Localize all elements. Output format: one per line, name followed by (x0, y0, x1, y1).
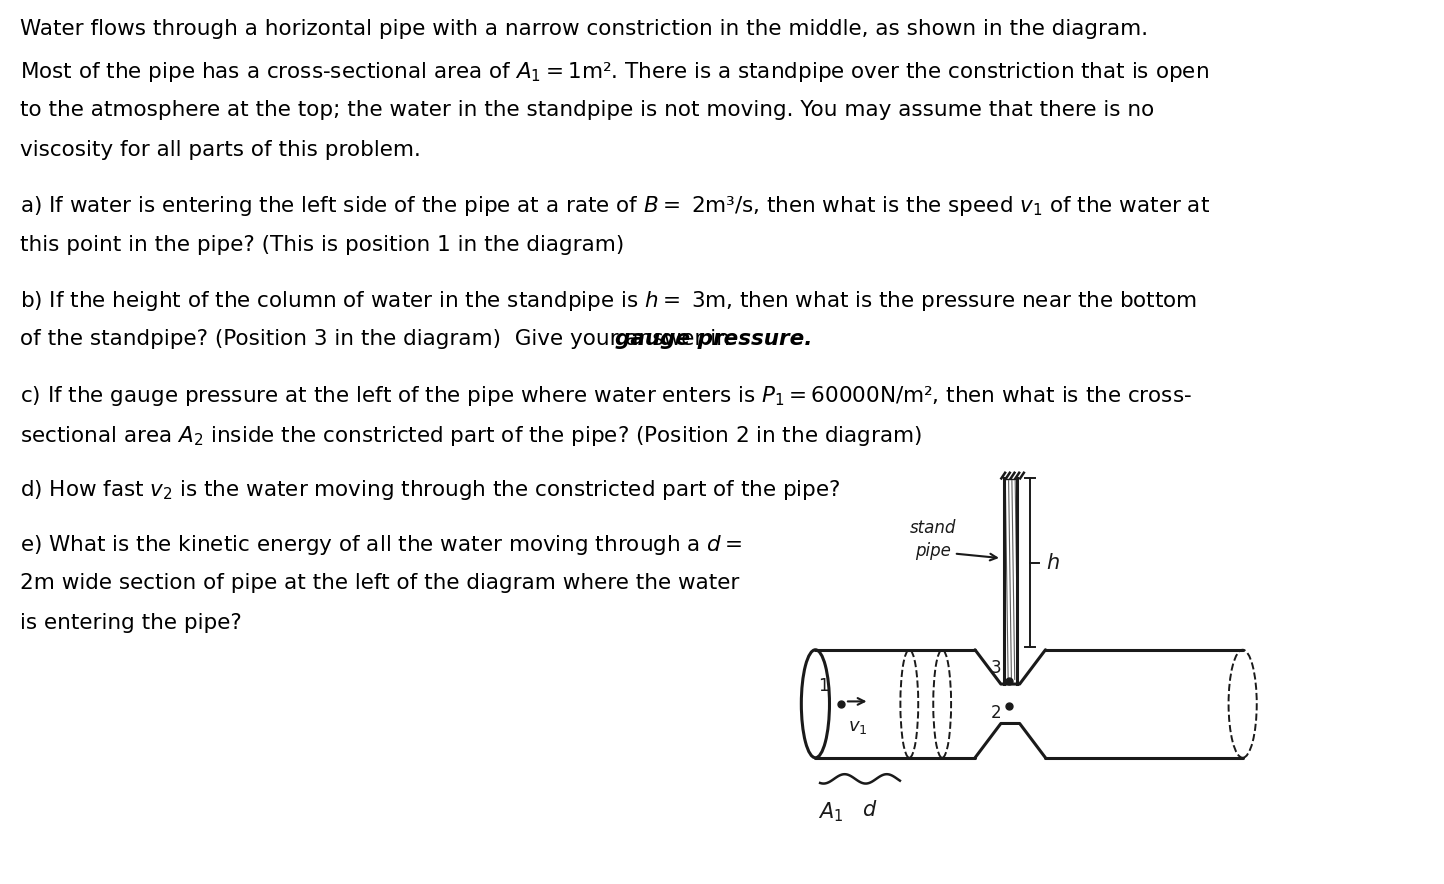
Text: $v_1$: $v_1$ (848, 718, 868, 735)
Text: 3: 3 (991, 659, 1001, 677)
Text: e) What is the kinetic energy of all the water moving through a $d=$: e) What is the kinetic energy of all the… (20, 532, 742, 557)
Text: sectional area $A_2$ inside the constricted part of the pipe? (Position 2 in the: sectional area $A_2$ inside the constric… (20, 423, 923, 448)
Text: Water flows through a horizontal pipe with a narrow constriction in the middle, : Water flows through a horizontal pipe wi… (20, 19, 1148, 40)
Text: to the atmosphere at the top; the water in the standpipe is not moving. You may : to the atmosphere at the top; the water … (20, 100, 1154, 120)
Text: $A_1$: $A_1$ (817, 800, 843, 824)
Text: viscosity for all parts of this problem.: viscosity for all parts of this problem. (20, 140, 422, 160)
Text: 2: 2 (991, 704, 1001, 721)
Text: d) How fast $v_2$ is the water moving through the constricted part of the pipe?: d) How fast $v_2$ is the water moving th… (20, 478, 840, 502)
Text: is entering the pipe?: is entering the pipe? (20, 613, 243, 633)
Text: $h$: $h$ (1047, 552, 1060, 573)
Text: b) If the height of the column of water in the standpipe is $h=$ 3m, then what i: b) If the height of the column of water … (20, 289, 1197, 313)
Text: Most of the pipe has a cross-sectional area of $A_1 = 1$m². There is a standpipe: Most of the pipe has a cross-sectional a… (20, 59, 1209, 84)
Text: this point in the pipe? (This is position 1 in the diagram): this point in the pipe? (This is positio… (20, 234, 624, 255)
Text: 1: 1 (819, 677, 829, 696)
Text: 2m wide section of pipe at the left of the diagram where the water: 2m wide section of pipe at the left of t… (20, 573, 739, 593)
Text: $d$: $d$ (862, 800, 878, 820)
Text: stand
pipe: stand pipe (910, 519, 956, 560)
Text: a) If water is entering the left side of the pipe at a rate of $B=$ 2m³/s, then : a) If water is entering the left side of… (20, 194, 1210, 218)
Text: gauge pressure.: gauge pressure. (615, 329, 813, 349)
Text: c) If the gauge pressure at the left of the pipe where water enters is $P_1 = 60: c) If the gauge pressure at the left of … (20, 384, 1193, 408)
Text: of the standpipe? (Position 3 in the diagram)  Give your answer in: of the standpipe? (Position 3 in the dia… (20, 329, 736, 349)
